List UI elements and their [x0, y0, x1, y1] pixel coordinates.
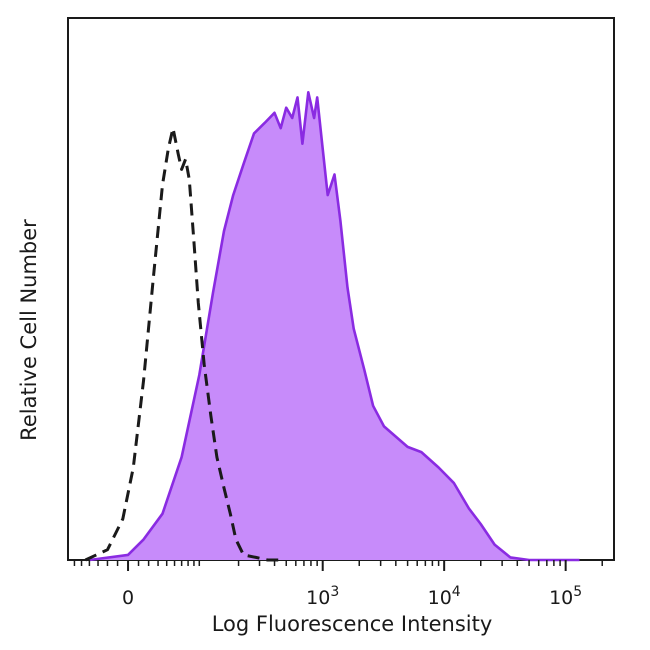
x-tick-label-2: 104	[428, 584, 461, 609]
x-tick-label-base: 10	[428, 587, 452, 609]
tick-layer: 0 103 104 105	[122, 560, 582, 609]
x-tick-label-exponent: 5	[573, 584, 582, 600]
x-tick-label-0: 0	[122, 587, 134, 609]
series-layer	[84, 91, 580, 562]
series-0-area	[89, 92, 580, 561]
series-1-line	[84, 126, 281, 562]
x-tick-label-3: 105	[549, 584, 582, 609]
x-tick-label-1: 103	[306, 584, 339, 609]
x-axis-title: Log Fluorescence Intensity	[212, 612, 493, 636]
minor-tick-layer	[73, 560, 603, 566]
y-axis-title: Relative Cell Number	[17, 219, 41, 441]
x-tick-label-base: 10	[549, 587, 573, 609]
series-0-line	[89, 91, 580, 562]
x-tick-label-exponent: 3	[330, 584, 339, 600]
x-tick-label-base: 0	[122, 587, 134, 609]
x-tick-label-base: 10	[306, 587, 330, 609]
x-tick-label-exponent: 4	[452, 584, 461, 600]
